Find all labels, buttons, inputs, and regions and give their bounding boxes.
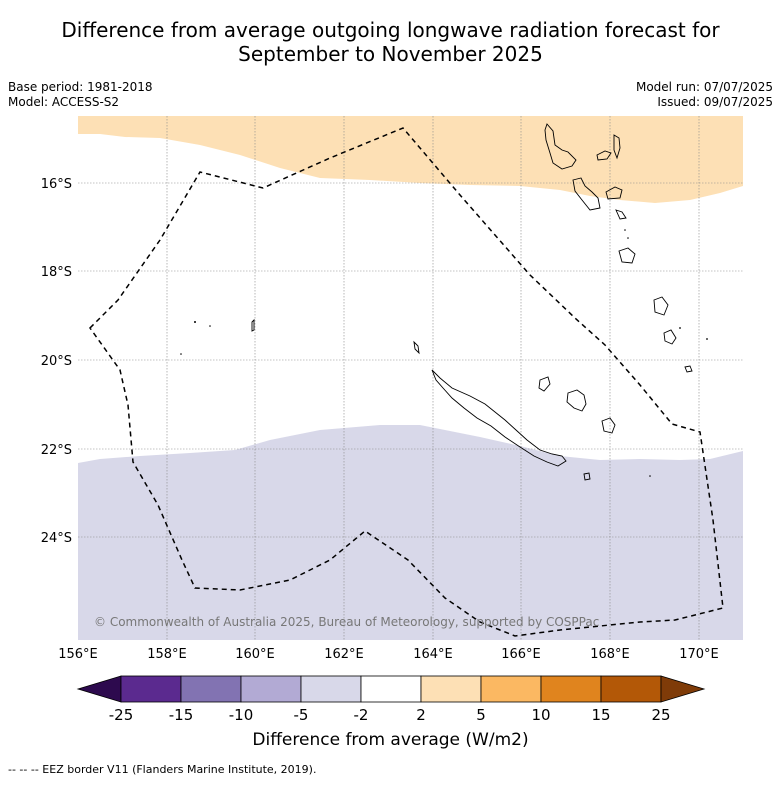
colorbar-segment [420, 675, 482, 703]
title-line-2: September to November 2025 [238, 42, 543, 66]
new-caledonia-island [431, 369, 567, 467]
lon-label: 166°E [501, 647, 541, 662]
efate-island [618, 247, 636, 264]
meta-right: Model run: 07/07/2025 Issued: 09/07/2025 [636, 80, 773, 110]
lat-label: 24°S [41, 531, 72, 546]
colorbar-extend-min [76, 675, 122, 703]
latitude-labels: 16°S 18°S 20°S 22°S 24°S [41, 177, 72, 546]
erromango-island [653, 296, 669, 316]
colorbar-tick: 25 [651, 706, 670, 724]
longitude-labels: 156°E 158°E 160°E 162°E 164°E 166°E 168°… [58, 647, 719, 662]
negative-anomaly-band [78, 425, 743, 640]
belep-islands [413, 340, 420, 355]
chesterfield-reef [251, 318, 255, 332]
colorbar [76, 675, 706, 703]
epi-island [615, 209, 627, 220]
colorbar-tick: -2 [354, 706, 369, 724]
reef-islets [180, 229, 708, 477]
lat-label: 18°S [41, 265, 72, 280]
lon-label: 160°E [235, 647, 275, 662]
espiritu-santo-island [544, 123, 577, 170]
colorbar-label: Difference from average (W/m2) [252, 730, 529, 750]
lon-label: 156°E [58, 647, 98, 662]
colorbar-segment [240, 675, 302, 703]
title-line-1: Difference from average outgoing longwav… [61, 18, 720, 42]
colorbar-segment [480, 675, 542, 703]
colorbar-tick: -5 [294, 706, 309, 724]
colorbar-extend-max [660, 675, 706, 703]
isle-of-pines [583, 472, 591, 481]
eez-border [89, 127, 724, 637]
lon-label: 170°E [679, 647, 719, 662]
copyright-notice: © Commonwealth of Australia 2025, Bureau… [94, 615, 599, 629]
chart-title: Difference from average outgoing longwav… [0, 18, 781, 66]
eez-footnote: -- -- -- EEZ border V11 (Flanders Marine… [8, 763, 317, 776]
malekula-island [572, 177, 601, 211]
lon-label: 168°E [590, 647, 630, 662]
ambae-island [596, 150, 612, 161]
lat-label: 20°S [41, 354, 72, 369]
ouvea-island [538, 376, 551, 392]
base-period: Base period: 1981-2018 [8, 80, 153, 94]
colorbar-tick: 2 [416, 706, 426, 724]
lat-label: 22°S [41, 443, 72, 458]
mare-island [601, 417, 616, 434]
aneityum-island [684, 365, 693, 373]
colorbar-ticks: -25 -15 -10 -5 -2 2 5 10 15 25 [109, 706, 671, 724]
model-run: Model run: 07/07/2025 [635, 80, 773, 94]
pentecost-ambrym-island [605, 186, 623, 200]
colorbar-segment [600, 675, 662, 703]
meta-left: Base period: 1981-2018 Model: ACCESS-S2 [8, 80, 153, 110]
colorbar-segment [180, 675, 242, 703]
colorbar-segment [540, 675, 602, 703]
colorbar-tick: 10 [531, 706, 550, 724]
colorbar-tick: 15 [591, 706, 610, 724]
tanna-island [663, 329, 677, 345]
colorbar-segment [120, 675, 182, 703]
lat-label: 16°S [41, 177, 72, 192]
colorbar-segment [300, 675, 362, 703]
lifou-island [566, 389, 587, 412]
colorbar-tick: -25 [109, 706, 134, 724]
colorbar-tick: 5 [476, 706, 486, 724]
lon-label: 158°E [147, 647, 187, 662]
maewo-island [613, 134, 621, 160]
positive-anomaly-band [78, 116, 743, 203]
colorbar-tick: -15 [169, 706, 194, 724]
grid-lines [78, 116, 743, 640]
issued-date: Issued: 09/07/2025 [657, 95, 773, 109]
lon-label: 164°E [413, 647, 453, 662]
lon-label: 162°E [324, 647, 364, 662]
colorbar-tick: -10 [229, 706, 254, 724]
colorbar-segment [360, 675, 422, 703]
model-name: Model: ACCESS-S2 [8, 95, 120, 109]
